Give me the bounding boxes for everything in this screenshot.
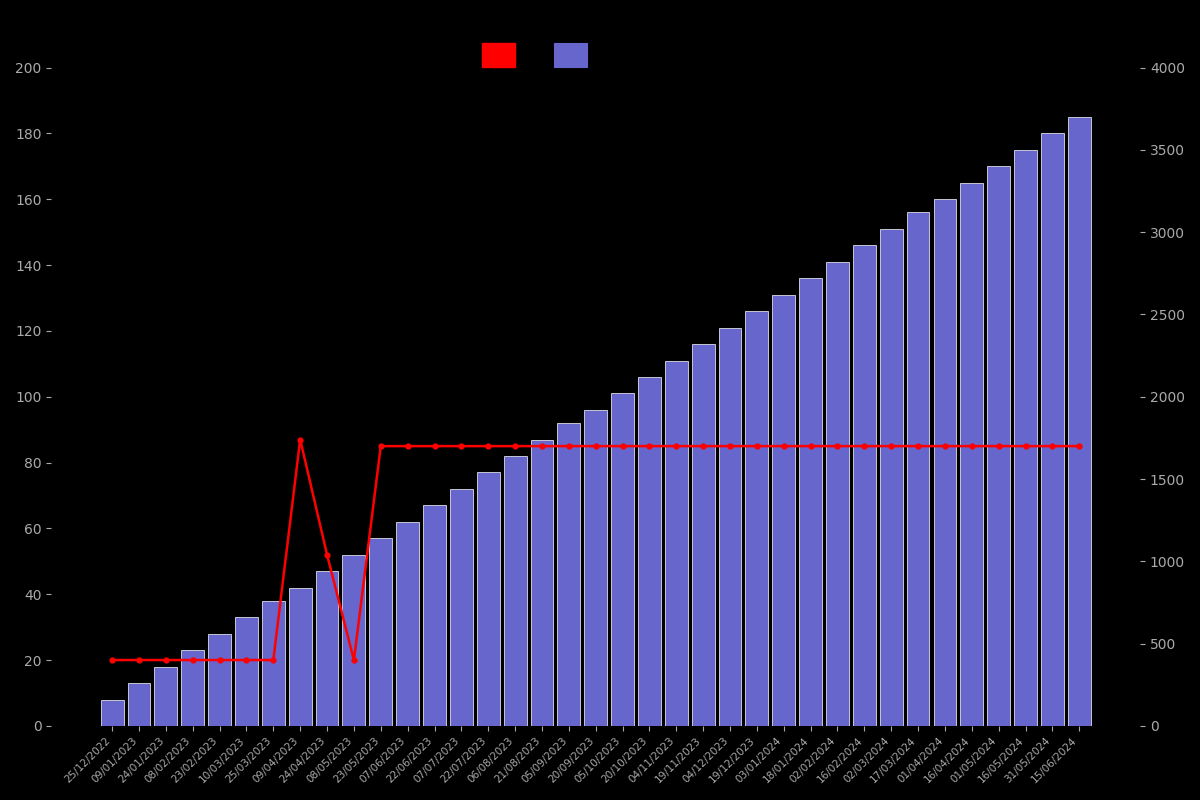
Bar bbox=[424, 506, 446, 726]
Bar bbox=[396, 522, 419, 726]
Bar bbox=[530, 439, 553, 726]
Bar bbox=[1068, 117, 1091, 726]
Bar bbox=[799, 278, 822, 726]
Bar bbox=[638, 377, 661, 726]
Bar bbox=[504, 456, 527, 726]
Bar bbox=[101, 699, 124, 726]
Bar bbox=[235, 618, 258, 726]
Bar bbox=[127, 683, 150, 726]
Bar bbox=[826, 262, 848, 726]
Bar bbox=[370, 538, 392, 726]
Bar bbox=[960, 183, 983, 726]
Bar bbox=[745, 311, 768, 726]
Bar bbox=[773, 294, 796, 726]
Bar bbox=[611, 394, 634, 726]
Bar bbox=[450, 489, 473, 726]
Bar bbox=[691, 344, 714, 726]
Bar bbox=[316, 571, 338, 726]
Bar bbox=[1014, 150, 1037, 726]
Bar bbox=[208, 634, 232, 726]
Bar bbox=[262, 601, 284, 726]
Bar bbox=[584, 410, 607, 726]
Bar bbox=[1040, 134, 1063, 726]
Bar bbox=[880, 229, 902, 726]
Bar bbox=[907, 213, 930, 726]
Bar bbox=[155, 666, 178, 726]
Bar bbox=[558, 423, 581, 726]
Bar bbox=[181, 650, 204, 726]
Bar bbox=[476, 473, 499, 726]
Bar bbox=[934, 199, 956, 726]
Bar bbox=[342, 554, 365, 726]
Legend: , : , bbox=[475, 37, 607, 74]
Bar bbox=[289, 588, 312, 726]
Bar bbox=[988, 166, 1010, 726]
Bar bbox=[853, 246, 876, 726]
Bar bbox=[665, 361, 688, 726]
Bar bbox=[719, 328, 742, 726]
